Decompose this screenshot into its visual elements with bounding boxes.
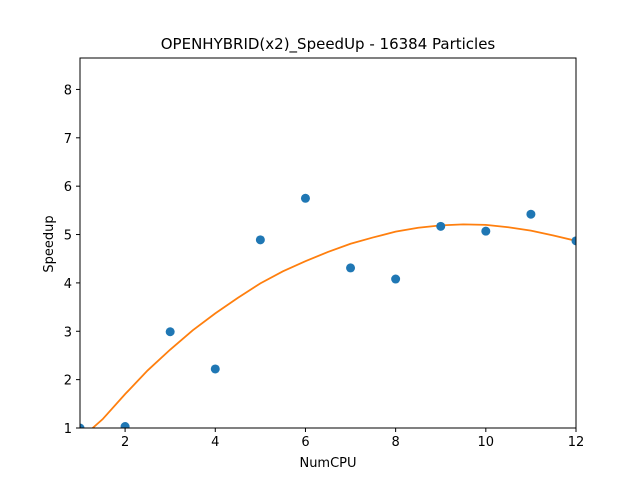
y-tick-label: 3 [64, 325, 72, 340]
data-point [120, 422, 130, 428]
x-tick-label: 8 [391, 435, 399, 450]
x-axis: 2 4 6 8 10 12 [121, 428, 584, 450]
x-axis-label: NumCPU [299, 456, 356, 471]
plot-frame [79, 57, 577, 429]
data-point [481, 226, 491, 236]
data-point [255, 235, 265, 245]
y-axis: 1 2 3 4 5 6 7 8 [64, 83, 80, 437]
data-point [526, 209, 536, 219]
y-tick-label: 7 [64, 132, 72, 147]
data-point [571, 236, 576, 246]
data-point [436, 221, 446, 231]
data-point [210, 364, 220, 374]
chart-title: OPENHYBRID(x2)_SpeedUp - 16384 Particles [161, 35, 496, 54]
data-point [391, 274, 401, 284]
plot-series [80, 193, 576, 428]
x-tick-label: 10 [478, 435, 495, 450]
y-tick-label: 8 [64, 83, 72, 98]
fit-line [92, 223, 576, 428]
data-point [165, 327, 175, 337]
y-tick-label: 1 [64, 422, 72, 437]
x-tick-label: 4 [211, 435, 219, 450]
y-tick-label: 2 [64, 374, 72, 389]
x-tick-label: 12 [568, 435, 585, 450]
x-tick-label: 6 [301, 435, 309, 450]
x-tick-label: 2 [121, 435, 129, 450]
y-tick-label: 5 [64, 229, 72, 244]
data-point [300, 193, 310, 203]
data-point [346, 263, 356, 273]
y-tick-label: 4 [64, 277, 72, 292]
y-tick-label: 6 [64, 180, 72, 195]
y-axis-label: Speedup [42, 215, 57, 272]
data-point [80, 423, 85, 428]
plot-area [79, 57, 577, 429]
